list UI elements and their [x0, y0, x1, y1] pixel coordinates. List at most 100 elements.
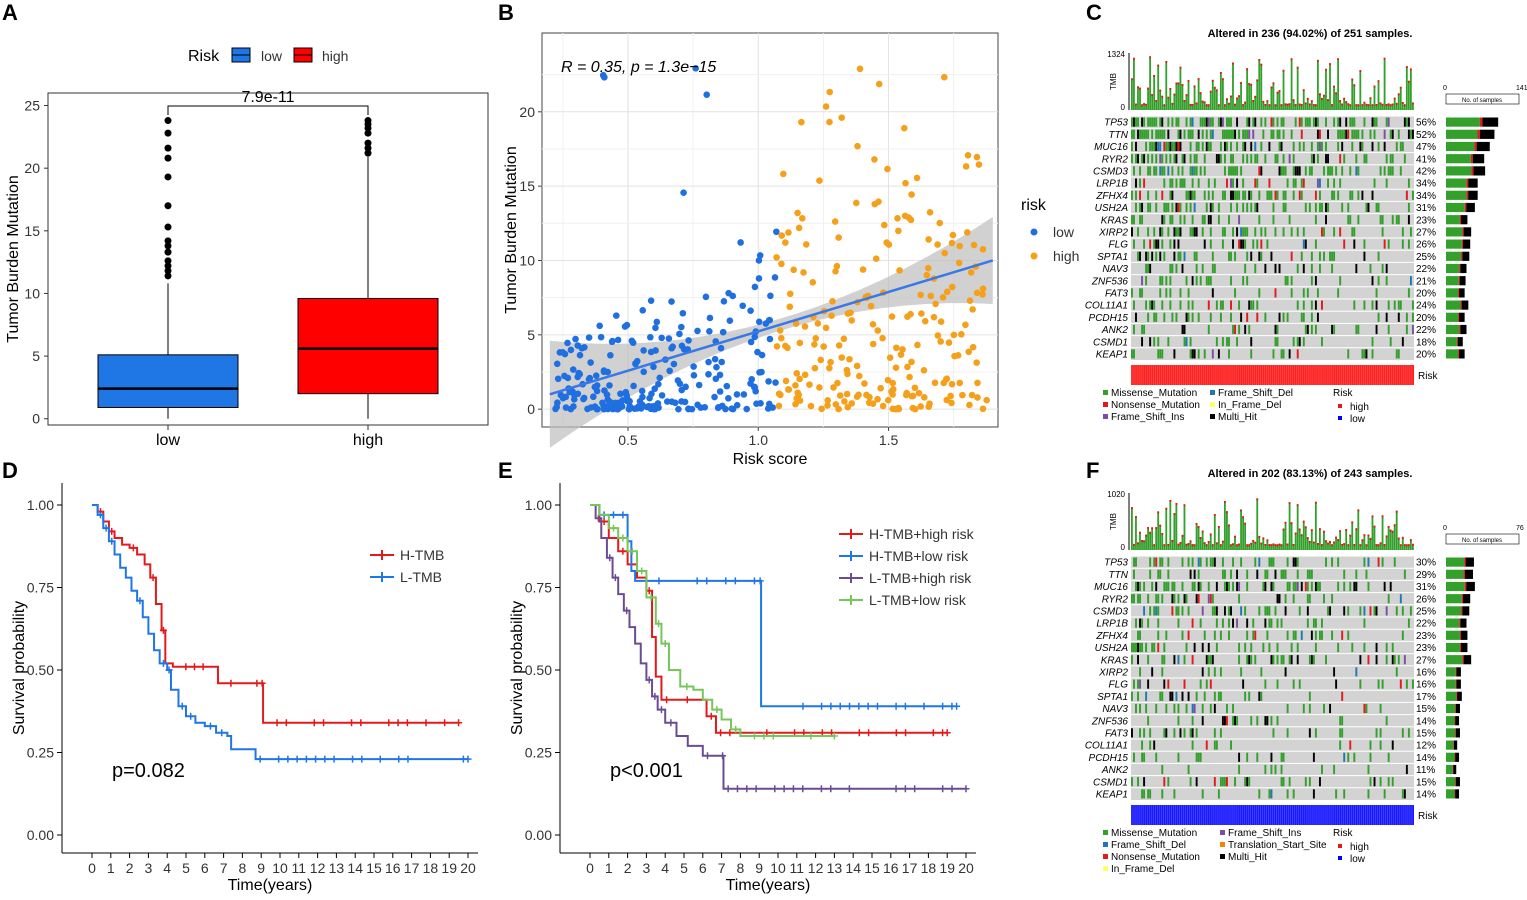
- c-mutation-cell: [1223, 129, 1226, 139]
- c-mutation-cell: [1270, 129, 1273, 139]
- c-tmb-bar-top: [1175, 82, 1178, 85]
- c-mutation-cell: [1238, 129, 1241, 139]
- c-mutation-cell: [1230, 166, 1232, 176]
- f-gene-label: TTN: [1109, 570, 1129, 581]
- b-point-low: [690, 363, 697, 370]
- c-gene-percent: 21%: [1416, 276, 1436, 287]
- f-tmb-bar: [1306, 537, 1309, 550]
- c-mutation-cell: [1399, 141, 1402, 152]
- b-point-high: [875, 80, 883, 88]
- b-point-low: [596, 322, 603, 330]
- c-mutation-cell: [1377, 202, 1380, 213]
- c-mutation-cell: [1149, 141, 1152, 152]
- c-mutation-cell: [1179, 215, 1182, 225]
- c-mutation-cell: [1175, 312, 1178, 322]
- c-tmb-bar: [1141, 104, 1143, 110]
- c-mutation-cell: [1151, 141, 1154, 152]
- c-tmb-bar-top: [1310, 100, 1313, 103]
- b-point-high: [924, 264, 932, 272]
- f-mutation-cell: [1258, 557, 1261, 567]
- c-tmb-bar: [1296, 66, 1299, 110]
- b-point-high: [816, 177, 823, 184]
- f-gene-percent: 22%: [1416, 619, 1436, 630]
- f-gene-label: ZNF536: [1091, 716, 1129, 727]
- f-mutation-cell: [1341, 716, 1344, 726]
- d-xlabel: Time(years): [228, 877, 313, 894]
- d-censor-mark: [282, 719, 290, 727]
- f-tmb-bar-top: [1345, 529, 1348, 532]
- f-mutation-cell: [1399, 679, 1402, 689]
- f-tmb-bar-top: [1296, 504, 1299, 507]
- b-point-high: [895, 404, 902, 412]
- f-mutation-cell: [1393, 557, 1396, 567]
- c-gene-percent: 41%: [1416, 154, 1436, 165]
- f-mutation-cell: [1193, 703, 1196, 714]
- c-tmb-bar-top: [1381, 103, 1384, 106]
- f-count-bar-multihit: [1456, 679, 1461, 689]
- c-tmb-bar-top: [1351, 78, 1354, 81]
- f-count-bar-nonsense: [1463, 569, 1465, 579]
- f-tmb-bar-top: [1155, 527, 1158, 530]
- c-mutation-cell: [1131, 129, 1133, 139]
- c-tmb-bar-top: [1133, 57, 1135, 60]
- c-tmb-bar-top: [1405, 66, 1408, 69]
- f-mutation-cell: [1191, 740, 1194, 750]
- c-count-bar-multihit: [1463, 227, 1472, 237]
- f-tmb-bar: [1316, 542, 1319, 550]
- c-mutation-cell: [1159, 117, 1162, 127]
- c-mutation-cell: [1159, 276, 1162, 286]
- f-mutation-cell: [1131, 777, 1133, 787]
- e-censor-mark: [693, 577, 701, 585]
- e-censor-mark: [807, 732, 815, 740]
- e-censor-mark: [719, 752, 727, 760]
- f-tmb-bar-top: [1145, 534, 1147, 537]
- a-outlier-low: [164, 117, 172, 125]
- c-mutation-cell: [1149, 166, 1152, 176]
- b-point-low: [669, 343, 676, 350]
- f-mutation-cell: [1262, 581, 1265, 592]
- f-tmb-bar-top: [1201, 530, 1204, 533]
- f-mutation-cell: [1149, 557, 1152, 567]
- f-mutation-cell: [1189, 728, 1192, 738]
- c-gene-label: TP53: [1104, 118, 1128, 129]
- c-mutation-cell: [1191, 312, 1194, 322]
- d-censor-mark: [227, 679, 235, 687]
- c-mutation-cell: [1407, 288, 1410, 298]
- f-mutation-cell: [1183, 728, 1186, 738]
- d-censor-mark: [310, 719, 318, 727]
- c-mutation-cell: [1316, 117, 1319, 127]
- c-mutation-cell: [1409, 129, 1412, 139]
- f-mutation-cell: [1343, 569, 1346, 579]
- c-mutation-cell: [1298, 141, 1301, 152]
- a-outlier-low: [164, 202, 172, 210]
- f-mutation-cell: [1219, 667, 1222, 677]
- f-mutation-cell: [1280, 764, 1283, 775]
- c-mutation-cell: [1298, 337, 1301, 347]
- c-mutation-cell: [1232, 166, 1234, 176]
- c-mutation-cell: [1318, 178, 1321, 188]
- b-point-high: [943, 375, 951, 382]
- c-mutation-cell: [1407, 239, 1410, 249]
- f-mutation-cell: [1385, 655, 1388, 665]
- c-mutation-cell: [1288, 215, 1291, 225]
- f-count-bar-missense: [1446, 557, 1465, 567]
- a-ytick-label: 25: [24, 98, 40, 114]
- c-mutation-cell: [1163, 202, 1166, 213]
- b-point-low: [554, 399, 561, 407]
- c-mutation-cell: [1197, 129, 1200, 139]
- c-mutation-cell: [1302, 288, 1305, 298]
- c-mutation-cell: [1141, 215, 1144, 225]
- d-censor-mark: [394, 719, 402, 727]
- c-tmb-bar: [1337, 58, 1340, 110]
- f-tmb-bar: [1258, 535, 1261, 550]
- c-mutation-cell: [1302, 337, 1305, 347]
- c-mutation-cell: [1246, 227, 1249, 237]
- f-mutation-cell: [1173, 581, 1176, 592]
- c-mutation-cell: [1131, 215, 1133, 225]
- c-gene-percent: 34%: [1416, 191, 1436, 202]
- c-mutation-cell: [1252, 239, 1255, 249]
- f-tmb-bar: [1296, 504, 1299, 550]
- c-mutation-cell: [1387, 239, 1390, 249]
- c-mutation-cell: [1268, 178, 1271, 188]
- f-tmb-bar: [1183, 504, 1186, 550]
